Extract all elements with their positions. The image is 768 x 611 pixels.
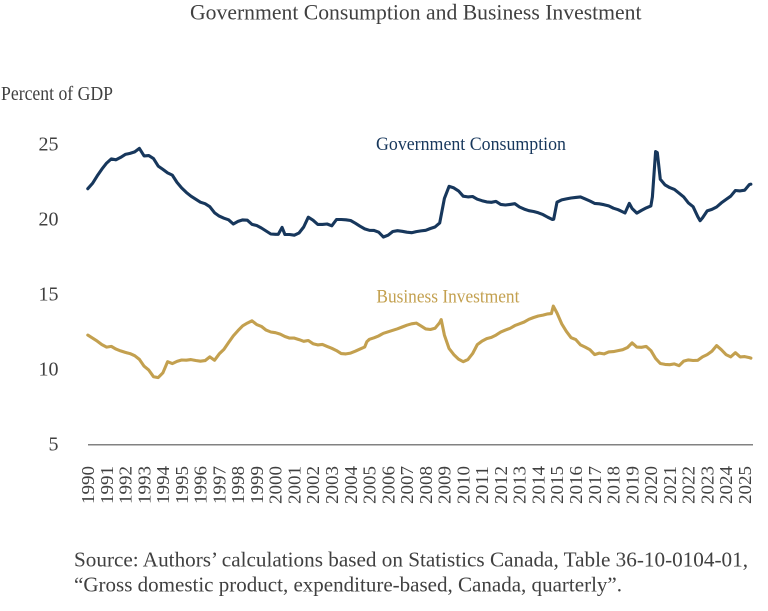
svg-text:25: 25 bbox=[39, 134, 59, 156]
svg-text:2012: 2012 bbox=[491, 466, 511, 504]
svg-text:1990: 1990 bbox=[78, 466, 98, 504]
svg-text:2018: 2018 bbox=[604, 466, 624, 504]
svg-text:1994: 1994 bbox=[153, 466, 173, 504]
svg-text:2008: 2008 bbox=[416, 466, 436, 504]
svg-text:2006: 2006 bbox=[378, 466, 398, 504]
svg-text:2017: 2017 bbox=[585, 466, 605, 504]
svg-text:2024: 2024 bbox=[716, 466, 736, 504]
svg-text:“Gross domestic product, expen: “Gross domestic product, expenditure-bas… bbox=[74, 573, 622, 597]
svg-text:1992: 1992 bbox=[116, 466, 136, 504]
svg-text:2004: 2004 bbox=[341, 466, 361, 504]
svg-text:2016: 2016 bbox=[566, 466, 586, 504]
svg-text:1997: 1997 bbox=[209, 466, 229, 504]
svg-text:2022: 2022 bbox=[679, 466, 699, 504]
svg-text:15: 15 bbox=[39, 284, 59, 306]
svg-text:2023: 2023 bbox=[697, 466, 717, 504]
svg-text:10: 10 bbox=[39, 359, 59, 381]
svg-text:1995: 1995 bbox=[172, 466, 192, 504]
svg-text:Percent of GDP: Percent of GDP bbox=[1, 83, 113, 105]
svg-text:1991: 1991 bbox=[97, 466, 117, 504]
svg-text:2000: 2000 bbox=[266, 466, 286, 504]
svg-text:1999: 1999 bbox=[247, 466, 267, 504]
svg-text:2011: 2011 bbox=[472, 466, 492, 504]
svg-text:Government Consumption and Bus: Government Consumption and Business Inve… bbox=[190, 0, 642, 25]
svg-text:1998: 1998 bbox=[228, 466, 248, 504]
svg-text:2002: 2002 bbox=[303, 466, 323, 504]
svg-text:2025: 2025 bbox=[735, 466, 755, 504]
svg-text:2021: 2021 bbox=[660, 466, 680, 504]
svg-text:Source: Authors’ calculations: Source: Authors’ calculations based on S… bbox=[74, 548, 748, 572]
svg-text:2007: 2007 bbox=[397, 466, 417, 504]
svg-text:1993: 1993 bbox=[134, 466, 154, 504]
svg-text:2015: 2015 bbox=[547, 466, 567, 504]
svg-text:Government Consumption: Government Consumption bbox=[376, 134, 566, 155]
svg-text:2014: 2014 bbox=[529, 466, 549, 504]
svg-text:Business Investment: Business Investment bbox=[376, 287, 520, 308]
svg-text:2020: 2020 bbox=[641, 466, 661, 504]
svg-text:2010: 2010 bbox=[453, 466, 473, 504]
svg-text:2019: 2019 bbox=[622, 466, 642, 504]
svg-text:2005: 2005 bbox=[360, 466, 380, 504]
svg-text:20: 20 bbox=[39, 209, 59, 231]
svg-text:2001: 2001 bbox=[285, 466, 305, 504]
svg-text:1996: 1996 bbox=[191, 466, 211, 504]
svg-text:2013: 2013 bbox=[510, 466, 530, 504]
svg-text:2003: 2003 bbox=[322, 466, 342, 504]
svg-text:5: 5 bbox=[49, 434, 59, 456]
svg-text:2009: 2009 bbox=[435, 466, 455, 504]
